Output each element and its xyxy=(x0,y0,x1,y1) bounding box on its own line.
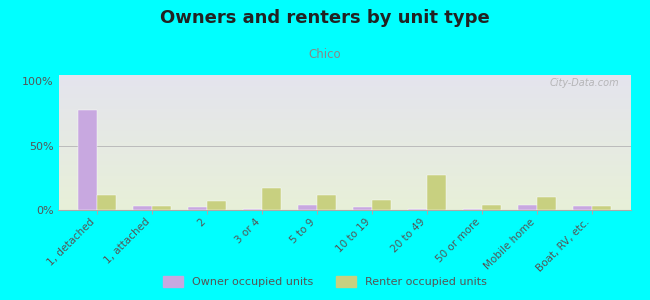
Bar xyxy=(408,209,427,210)
Bar xyxy=(78,110,97,210)
Bar xyxy=(242,209,262,210)
Bar xyxy=(97,195,116,210)
Text: Chico: Chico xyxy=(309,48,341,61)
Bar xyxy=(207,201,226,210)
Bar xyxy=(463,209,482,210)
Bar xyxy=(298,205,317,210)
Bar xyxy=(353,207,372,210)
Bar xyxy=(188,207,207,210)
Text: Owners and renters by unit type: Owners and renters by unit type xyxy=(160,9,490,27)
Bar xyxy=(573,206,592,210)
Bar xyxy=(152,206,171,210)
Legend: Owner occupied units, Renter occupied units: Owner occupied units, Renter occupied un… xyxy=(159,271,491,291)
Bar xyxy=(317,195,336,210)
Bar xyxy=(592,206,611,210)
Bar xyxy=(427,175,447,210)
Bar xyxy=(482,205,501,210)
Bar xyxy=(262,188,281,210)
Bar xyxy=(518,205,537,210)
Bar xyxy=(133,206,152,210)
Bar xyxy=(537,197,556,210)
Bar xyxy=(372,200,391,210)
Text: City-Data.com: City-Data.com xyxy=(549,78,619,88)
